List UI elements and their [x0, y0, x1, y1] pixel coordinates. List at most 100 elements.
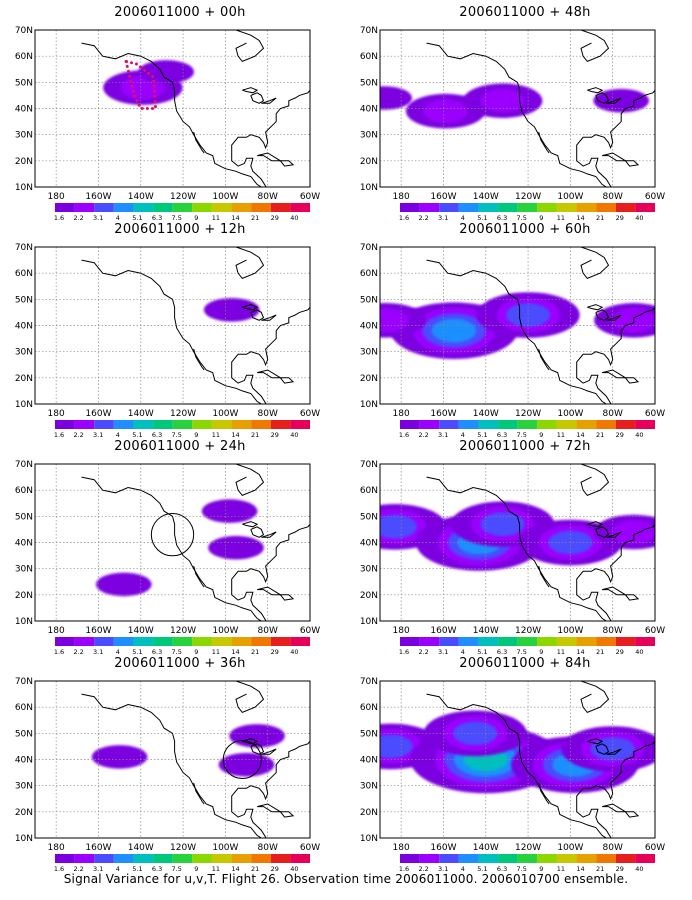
- variance-blob-level-0: [201, 499, 258, 523]
- y-tick-label: 30N: [360, 565, 378, 575]
- colorbar-label: 6.3: [152, 648, 162, 654]
- colorbar-swatch: [596, 854, 616, 863]
- graticule: [380, 681, 655, 838]
- colorbar-swatch: [172, 203, 193, 212]
- x-tick-label: 160W: [430, 409, 456, 419]
- y-tick-label: 20N: [15, 808, 33, 818]
- colorbar-label: 9: [194, 214, 198, 220]
- x-tick-label: 100W: [557, 192, 583, 202]
- colorbar-label: 40: [290, 865, 298, 871]
- colorbar-label: 2.2: [418, 431, 428, 437]
- graticule: [35, 464, 310, 621]
- colorbar-swatch: [231, 637, 252, 646]
- coastline: [81, 464, 310, 621]
- colorbar-label: 14: [231, 214, 239, 220]
- colorbar-label: 1.6: [399, 648, 409, 654]
- colorbar-swatch: [439, 203, 459, 212]
- y-tick-label: 60N: [360, 703, 378, 713]
- colorbar-label: 29: [616, 648, 624, 654]
- variance-blob-level-2: [380, 734, 413, 759]
- colorbar-swatch: [153, 420, 173, 429]
- colorbar-label: 14: [576, 648, 584, 654]
- x-tick-label: 80W: [603, 409, 623, 419]
- y-tick-label: 60N: [360, 486, 378, 496]
- colorbar-label: 21: [251, 431, 259, 437]
- colorbar-label: 11: [212, 648, 220, 654]
- y-tick-label: 50N: [15, 512, 33, 522]
- map-panel-60h: 2006011000 + 60h 70N 60N 50N 40N 30N 20N 10N 180…: [360, 222, 690, 437]
- panel-title: 2006011000 + 24h: [114, 439, 246, 454]
- verification-circle: [222, 739, 262, 780]
- colorbar-label: 3.1: [93, 431, 103, 437]
- figure-footer: Signal Variance for u,v,T. Flight 26. Ob…: [63, 872, 629, 886]
- colorbar-label: 7.5: [517, 431, 527, 437]
- y-tick-label: 50N: [15, 78, 33, 88]
- colorbar-swatch: [400, 854, 420, 863]
- x-tick-label: 160W: [430, 192, 456, 202]
- panel-title: 2006011000 + 00h: [114, 5, 246, 20]
- y-tick-label: 60N: [15, 269, 33, 279]
- x-tick-label: 100W: [557, 843, 583, 853]
- colorbar-label: 2.2: [418, 214, 428, 220]
- colorbar-label: 21: [596, 431, 604, 437]
- y-tick-label: 30N: [15, 131, 33, 141]
- colorbar-swatch: [270, 420, 291, 429]
- colorbar-swatch: [576, 637, 597, 646]
- x-tick-label: 80W: [258, 626, 278, 636]
- colorbar-swatch: [615, 854, 636, 863]
- colorbar-swatch: [94, 637, 114, 646]
- colorbar-label: 3.1: [438, 865, 448, 871]
- x-tick-label: 80W: [258, 409, 278, 419]
- colorbar-swatch: [172, 420, 193, 429]
- colorbar-label: 4: [461, 648, 465, 654]
- y-tick-label: 10N: [15, 617, 33, 627]
- y-tick-label: 10N: [15, 400, 33, 410]
- colorbar-swatch: [94, 854, 114, 863]
- y-tick-label: 70N: [15, 243, 33, 253]
- x-tick-label: 60W: [645, 192, 665, 202]
- y-tick-label: 40N: [15, 105, 33, 115]
- flight-track: [124, 59, 158, 110]
- colorbar-label: 40: [290, 648, 298, 654]
- colorbar-swatch: [478, 637, 499, 646]
- x-tick-label: 120W: [170, 626, 196, 636]
- colorbar-label: 9: [194, 865, 198, 871]
- colorbar-swatch: [556, 203, 577, 212]
- map-frame: [34, 463, 311, 622]
- colorbar-label: 11: [212, 431, 220, 437]
- y-tick-label: 70N: [360, 677, 378, 687]
- y-tick-label: 40N: [15, 756, 33, 766]
- x-tick-label: 140W: [473, 626, 499, 636]
- y-tick-label: 40N: [360, 322, 378, 332]
- x-tick-label: 140W: [128, 409, 154, 419]
- colorbar-label: 3.1: [93, 648, 103, 654]
- colorbar-label: 14: [576, 431, 584, 437]
- colorbar-swatch: [596, 203, 616, 212]
- colorbar-label: 9: [539, 648, 543, 654]
- colorbar-swatch: [133, 203, 154, 212]
- colorbar-label: 7.5: [172, 648, 182, 654]
- colorbar-swatch: [133, 637, 154, 646]
- colorbar-swatch: [290, 203, 310, 212]
- map-plot: 70N 60N 50N 40N 30N 20N 10N 180 160W 140W 120W 100W…: [360, 460, 665, 654]
- colorbar-label: 7.5: [517, 648, 527, 654]
- colorbar-label: 29: [616, 214, 624, 220]
- variance-blob-level-0: [218, 752, 275, 777]
- colorbar-swatch: [290, 854, 310, 863]
- colorbar-label: 7.5: [517, 865, 527, 871]
- colorbar-swatch: [419, 854, 440, 863]
- y-tick-label: 50N: [360, 295, 378, 305]
- colorbar-label: 29: [271, 431, 279, 437]
- y-tick-label: 40N: [360, 539, 378, 549]
- colorbar-swatch: [556, 854, 577, 863]
- map-panel-24h: 2006011000 + 24h 70N 60N 50N 40N 30N 20N 10N 180…: [15, 439, 345, 654]
- map-plot: 70N 60N 50N 40N 30N 20N 10N 180 160W 140W 120W 100W…: [15, 243, 320, 437]
- colorbar-label: 9: [539, 865, 543, 871]
- y-tick-label: 50N: [360, 78, 378, 88]
- colorbar-swatch: [55, 203, 75, 212]
- x-tick-label: 160W: [85, 843, 111, 853]
- x-tick-label: 120W: [515, 409, 541, 419]
- y-tick-label: 60N: [360, 52, 378, 62]
- colorbar-swatch: [635, 637, 655, 646]
- colorbar-swatch: [439, 637, 459, 646]
